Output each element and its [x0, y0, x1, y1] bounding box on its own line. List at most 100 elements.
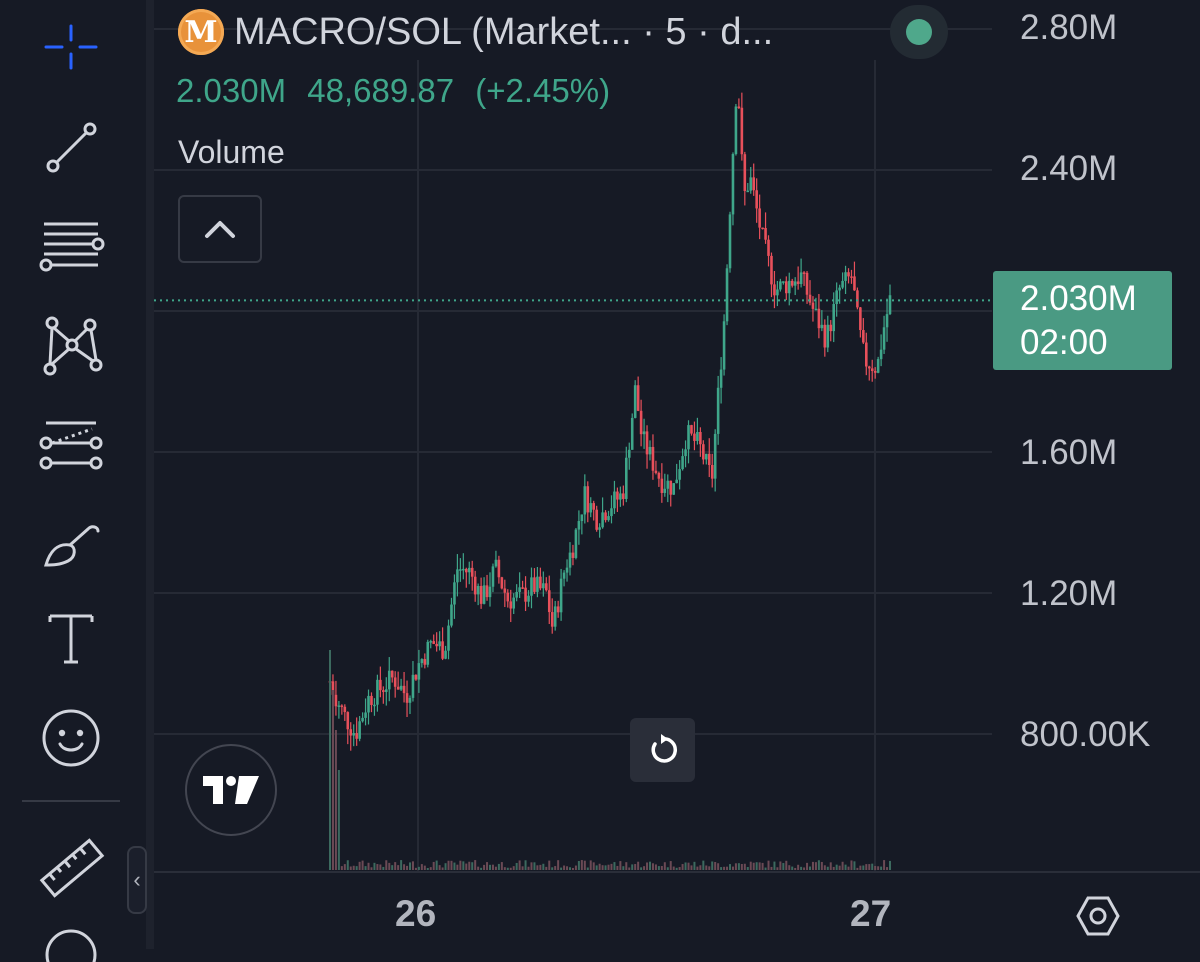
candle-body: [722, 321, 726, 370]
coin-logo: M: [178, 9, 224, 55]
volume-bar: [373, 862, 376, 870]
interval-label: · 5 · d...: [642, 10, 774, 53]
candle-body: [663, 488, 667, 493]
volume-bar: [450, 860, 453, 870]
collapse-toolbar-handle[interactable]: ‹: [127, 846, 147, 914]
candle-body: [808, 294, 812, 303]
volume-bar: [711, 861, 714, 870]
volume-bar: [486, 862, 489, 870]
text-icon: [48, 614, 94, 664]
volume-bar: [361, 860, 364, 870]
volume-bar: [453, 862, 456, 870]
collapse-legend-button[interactable]: [178, 195, 262, 263]
candle-body: [633, 385, 637, 418]
volume-bar: [569, 867, 571, 870]
candle-body: [779, 281, 782, 290]
candle-body: [547, 590, 551, 613]
volume-bar: [574, 865, 577, 870]
volume-bar: [764, 867, 767, 870]
candle-body: [408, 697, 412, 703]
candle-body: [844, 272, 847, 281]
candle-body: [817, 308, 821, 329]
volume-bar: [447, 860, 450, 870]
volume-bar: [746, 867, 749, 870]
candle-body: [364, 712, 367, 718]
volume-indicator-label[interactable]: Volume: [178, 134, 285, 170]
candle-body: [453, 582, 456, 605]
volume-bar: [388, 862, 391, 870]
ruler-tool[interactable]: [32, 830, 110, 908]
volume-bar: [651, 863, 654, 870]
candle-body: [820, 324, 824, 329]
volume-bar: [625, 862, 628, 870]
chart-area[interactable]: [154, 0, 1200, 949]
pattern-tool[interactable]: [32, 305, 110, 383]
candle-body: [559, 578, 563, 613]
volume-bar: [743, 863, 746, 870]
volume-bar: [586, 867, 589, 870]
tradingview-logo[interactable]: [185, 744, 277, 836]
candle-body: [524, 587, 527, 602]
brush-tool[interactable]: [32, 503, 110, 581]
candle-body: [826, 324, 830, 348]
candle-body: [719, 369, 723, 388]
text-tool[interactable]: [32, 598, 110, 676]
candle-body: [687, 425, 690, 450]
volume-bar: [850, 860, 853, 870]
candle-body: [734, 106, 738, 155]
volume-bar: [557, 860, 560, 870]
candle-body: [488, 586, 492, 598]
candle-body: [651, 446, 655, 471]
candle-body: [390, 670, 394, 678]
reset-chart-icon: [651, 734, 677, 763]
magnet-tool[interactable]: [32, 922, 110, 962]
candle-body: [376, 679, 379, 705]
volume-bar: [379, 864, 382, 870]
candle-body: [782, 281, 785, 283]
candle-body: [749, 177, 753, 191]
volume-bar: [423, 865, 426, 870]
projection-tool[interactable]: [32, 403, 110, 481]
live-status-dot-icon: [906, 19, 932, 45]
volume-bar: [847, 866, 850, 870]
volume-bar: [678, 867, 681, 870]
volume-bar: [634, 864, 637, 870]
volume-bar: [382, 866, 385, 870]
volume-bar: [619, 861, 622, 870]
market-status[interactable]: [890, 5, 948, 59]
chart-settings-button[interactable]: [1070, 888, 1126, 944]
candle-body: [740, 107, 744, 155]
candle-body: [509, 601, 513, 609]
candle-body: [885, 314, 889, 328]
volume-bar: [729, 864, 731, 870]
candle-body: [382, 690, 385, 692]
price-chart[interactable]: [154, 0, 1200, 949]
volume-bar: [871, 863, 874, 870]
chevron-up-icon: [205, 221, 235, 238]
volume-bar: [829, 862, 832, 870]
candle-body: [725, 268, 729, 322]
volume-bar: [886, 867, 889, 870]
symbol-header[interactable]: M MACRO/SOL (Market... · 5 · d...: [178, 8, 773, 56]
volume-bar: [577, 861, 580, 870]
trend-line-icon: [46, 122, 97, 173]
reset-chart-button[interactable]: [630, 718, 695, 782]
volume-bar: [474, 860, 477, 870]
volume-bar: [420, 864, 423, 870]
volume-bar: [791, 866, 794, 870]
volume-bar: [749, 861, 752, 870]
volume-bar: [444, 863, 447, 870]
trend-line-tool[interactable]: [32, 108, 110, 186]
candle-body: [613, 491, 616, 509]
symbol-title: MACRO/SOL (Market...: [234, 10, 632, 53]
crosshair-tool[interactable]: [32, 8, 110, 86]
candle-body: [802, 272, 806, 274]
emoji-tool[interactable]: [32, 698, 110, 776]
collapse-chevron-icon: ‹: [133, 867, 141, 892]
candle-body: [589, 503, 593, 513]
candle-body: [367, 695, 370, 713]
horizontal-lines-tool[interactable]: [32, 205, 110, 283]
candle-body: [542, 583, 545, 589]
volume-bar: [613, 862, 616, 870]
volume-bar: [643, 866, 646, 870]
